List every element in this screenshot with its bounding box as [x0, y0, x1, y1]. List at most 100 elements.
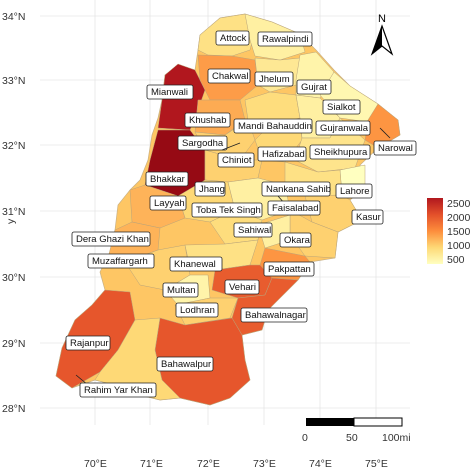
- scale-label-100: 100mi: [382, 432, 411, 444]
- y-axis-label: y: [5, 218, 17, 224]
- svg-text:Nankana Sahib: Nankana Sahib: [266, 184, 331, 195]
- y-tick-label: 32°N: [2, 140, 25, 152]
- svg-text:Khushab: Khushab: [189, 115, 227, 126]
- scale-label-0: 0: [302, 432, 308, 444]
- svg-text:Sahiwal: Sahiwal: [238, 225, 271, 236]
- x-tick-label: 74°E: [309, 458, 332, 470]
- label-chiniot: Chiniot: [217, 152, 255, 168]
- svg-text:Mianwali: Mianwali: [151, 87, 188, 98]
- legend-tick: 500: [447, 254, 465, 266]
- svg-text:Bhakkar: Bhakkar: [150, 174, 185, 185]
- label-narowal: Narowal: [373, 140, 417, 156]
- y-tick-label: 29°N: [2, 338, 25, 350]
- x-tick-label: 72°E: [197, 458, 220, 470]
- label-sargodha: Sargodha: [177, 135, 228, 151]
- label-lahore: Lahore: [335, 183, 373, 199]
- label-pakpattan: Pakpattan: [263, 261, 315, 277]
- svg-text:Jhelum: Jhelum: [259, 74, 290, 85]
- label-okara: Okara: [279, 232, 312, 248]
- label-sheikhupura: Sheikhupura: [309, 144, 371, 160]
- svg-text:Rajanpur: Rajanpur: [70, 338, 109, 349]
- svg-text:Bahawalpur: Bahawalpur: [161, 359, 211, 370]
- y-tick-label: 28°N: [2, 403, 25, 415]
- y-tick-label: 30°N: [2, 272, 25, 284]
- label-toba-tek-singh: Toba Tek Singh: [191, 202, 263, 218]
- svg-text:Hafizabad: Hafizabad: [262, 149, 305, 160]
- svg-text:Pakpattan: Pakpattan: [268, 264, 311, 275]
- svg-text:Bahawalnagar: Bahawalnagar: [245, 310, 306, 321]
- y-tick-label: 31°N: [2, 206, 25, 218]
- region-rahim-yar-khan[interactable]: [94, 317, 181, 401]
- svg-text:Sialkot: Sialkot: [327, 102, 356, 113]
- label-faisalabad: Faisalabad: [267, 200, 321, 216]
- label-multan: Multan: [162, 282, 199, 298]
- label-gujrat: Gujrat: [296, 79, 332, 95]
- svg-text:Multan: Multan: [167, 285, 196, 296]
- svg-text:Toba Tek Singh: Toba Tek Singh: [196, 205, 261, 216]
- legend-tick: 1500: [447, 226, 471, 238]
- sargodha-leader-line: [221, 142, 241, 151]
- district-labels: Attock Rawalpindi Chakwal Jhelum Mianwal…: [65, 30, 417, 398]
- svg-text:Rahim Yar Khan: Rahim Yar Khan: [84, 385, 153, 396]
- north-arrow-icon: N: [370, 13, 394, 56]
- y-tick-label: 33°N: [2, 75, 25, 87]
- label-kasur: Kasur: [351, 209, 384, 225]
- svg-text:Lodhran: Lodhran: [180, 305, 215, 316]
- label-muzaffargarh: Muzaffargarh: [87, 253, 155, 269]
- label-vehari: Vehari: [224, 279, 260, 295]
- label-sialkot: Sialkot: [322, 99, 361, 115]
- label-dera-ghazi-khan: Dera Ghazi Khan: [71, 231, 151, 247]
- x-tick-label: 71°E: [140, 458, 163, 470]
- svg-text:Muzaffargarh: Muzaffargarh: [92, 256, 148, 267]
- legend-tick: 2000: [447, 212, 471, 224]
- label-jhang: Jhang: [194, 181, 226, 197]
- label-layyah: Layyah: [149, 195, 187, 211]
- label-hafizabad: Hafizabad: [257, 146, 307, 162]
- label-khanewal: Khanewal: [169, 256, 223, 272]
- label-lodhran: Lodhran: [175, 302, 219, 318]
- svg-text:Layyah: Layyah: [154, 198, 185, 209]
- y-axis: 34°N 33°N 32°N 31°N 30°N 29°N 28°N y: [2, 11, 25, 415]
- label-bhakkar: Bhakkar: [145, 171, 189, 187]
- svg-text:Faisalabad: Faisalabad: [272, 203, 318, 214]
- svg-text:Kasur: Kasur: [356, 212, 381, 223]
- label-bahawalnagar: Bahawalnagar: [240, 307, 308, 323]
- legend-tick: 2500: [447, 198, 471, 210]
- label-mandi-bahauddin: Mandi Bahauddin: [233, 118, 313, 134]
- label-khushab: Khushab: [184, 112, 231, 128]
- svg-text:Chakwal: Chakwal: [212, 71, 248, 82]
- x-axis: 70°E 71°E 72°E 73°E 74°E 75°E: [84, 458, 388, 470]
- label-mianwali: Mianwali: [146, 84, 194, 100]
- label-sahiwal: Sahiwal: [233, 222, 273, 238]
- svg-text:Narowal: Narowal: [378, 143, 413, 154]
- label-rawalpindi: Rawalpindi: [257, 31, 313, 47]
- label-bahawalpur: Bahawalpur: [156, 356, 214, 372]
- narowal-leader-line: [379, 127, 391, 139]
- y-tick-label: 34°N: [2, 11, 25, 23]
- legend-tick: 1000: [447, 240, 471, 252]
- label-chakwal: Chakwal: [207, 68, 251, 84]
- svg-text:Okara: Okara: [284, 235, 311, 246]
- x-tick-label: 73°E: [253, 458, 276, 470]
- svg-text:Chiniot: Chiniot: [222, 155, 252, 166]
- svg-text:Sargodha: Sargodha: [182, 138, 224, 149]
- svg-text:Mandi Bahauddin: Mandi Bahauddin: [238, 121, 312, 132]
- label-rajanpur: Rajanpur: [65, 335, 111, 351]
- label-rahim-yar-khan: Rahim Yar Khan: [79, 382, 157, 398]
- label-nankana-sahib: Nankana Sahib: [261, 181, 331, 197]
- svg-text:Vehari: Vehari: [229, 282, 256, 293]
- svg-text:Lahore: Lahore: [340, 186, 370, 197]
- svg-text:Attock: Attock: [220, 33, 247, 44]
- x-tick-label: 70°E: [84, 458, 107, 470]
- north-arrow-label: N: [378, 13, 386, 25]
- svg-text:Dera Ghazi Khan: Dera Ghazi Khan: [76, 234, 149, 245]
- svg-text:Gujrat: Gujrat: [301, 82, 327, 93]
- label-gujranwala: Gujranwala: [315, 120, 371, 136]
- label-attock: Attock: [215, 30, 250, 46]
- svg-text:Sheikhupura: Sheikhupura: [314, 147, 368, 158]
- svg-text:Jhang: Jhang: [199, 184, 225, 195]
- scale-label-50: 50: [346, 432, 358, 444]
- legend-colorbar: [427, 198, 443, 264]
- x-tick-label: 75°E: [365, 458, 388, 470]
